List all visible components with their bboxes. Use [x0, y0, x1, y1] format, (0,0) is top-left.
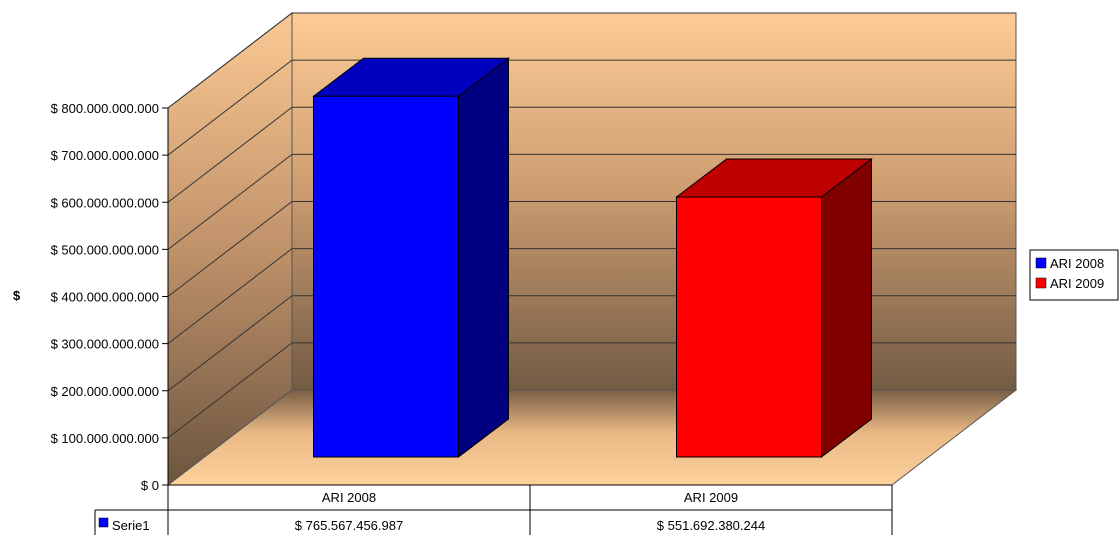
table-value-label: $ 765.567.456.987: [295, 518, 403, 533]
legend-label: ARI 2009: [1050, 276, 1104, 291]
bar-side-face: [821, 158, 872, 459]
y-tick-label: $ 200.000.000.000: [51, 384, 159, 399]
legend-swatch: [1035, 257, 1047, 269]
gridline-side: [167, 248, 293, 345]
bar-2: [675, 158, 873, 459]
gridline-side: [167, 106, 293, 203]
bar-1: [312, 57, 510, 459]
data-table: ARI 2008 $ 765.567.456.987 ARI 2009 $ 551.6…: [94, 484, 893, 535]
y-tick-labels: $ 0 $ 100.000.000.000 $ 200.000.000.000 $ 3…: [51, 101, 159, 493]
floor: [166, 389, 1018, 486]
y-tick-label: $ 600.000.000.000: [51, 195, 159, 210]
legend: ARI 2008 ARI 2009: [1029, 249, 1119, 301]
gridline-side: [167, 153, 293, 250]
y-tick-label: $ 500.000.000.000: [51, 242, 159, 257]
table-series-name: Serie1: [112, 518, 150, 533]
legend-swatch: [1035, 277, 1047, 289]
y-axis-label: $: [13, 288, 21, 303]
bar-side-face: [458, 57, 509, 459]
table-value-label: $ 551.692.380.244: [657, 518, 765, 533]
bar-front-face: [313, 95, 459, 458]
table-category-label: ARI 2009: [684, 490, 738, 505]
gridline-side: [167, 342, 293, 439]
table-category-label: ARI 2008: [322, 490, 376, 505]
y-tick-label: $ 700.000.000.000: [51, 148, 159, 163]
y-tick-label: $ 400.000.000.000: [51, 290, 159, 305]
gridline-side: [167, 12, 293, 109]
gridline-side: [167, 295, 293, 392]
bars: [312, 57, 873, 459]
legend-label: ARI 2008: [1050, 256, 1104, 271]
y-tick-label: $ 0: [141, 478, 159, 493]
bar-front-face: [676, 196, 822, 458]
table-series-key: [98, 517, 109, 528]
gridline-side: [167, 201, 293, 297]
y-tick-label: $ 100.000.000.000: [51, 431, 159, 446]
y-tick-label: $ 300.000.000.000: [51, 337, 159, 352]
y-tick-label: $ 800.000.000.000: [51, 101, 159, 116]
gridline-side: [167, 59, 293, 156]
